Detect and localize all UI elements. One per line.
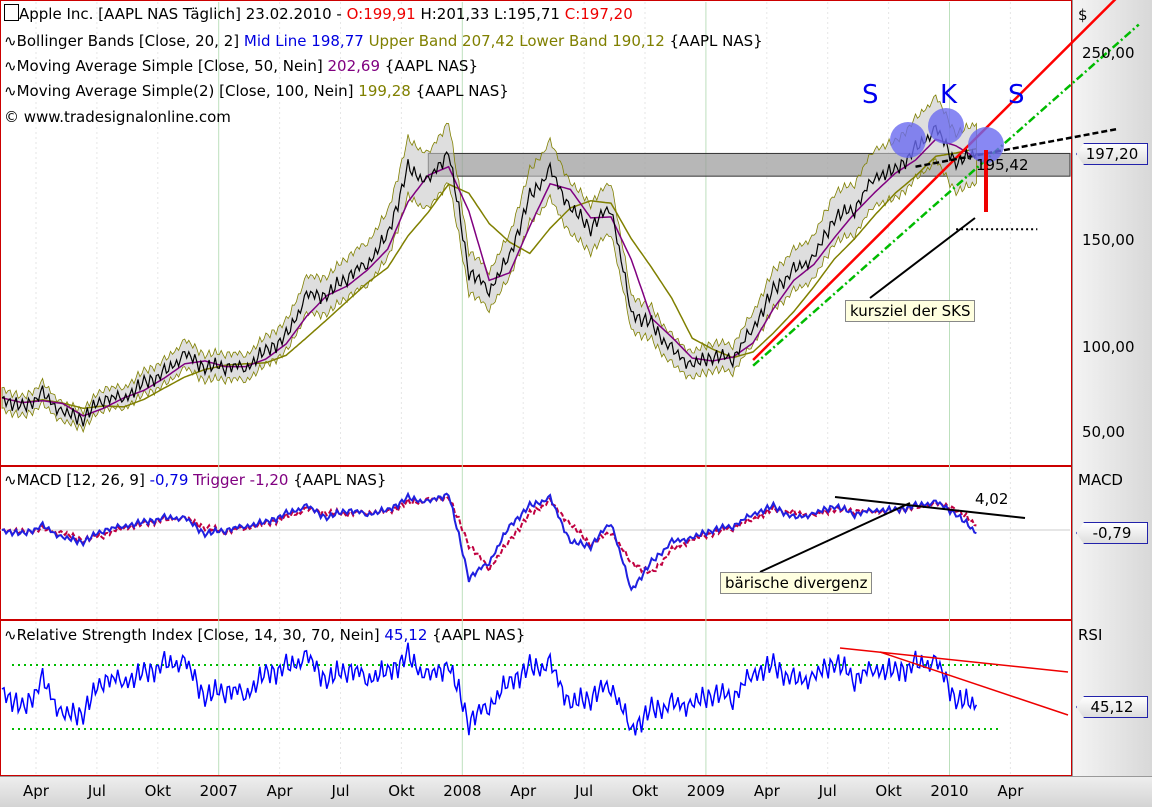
x-tick-label: 2007 bbox=[199, 782, 238, 800]
x-tick-label: 2009 bbox=[686, 782, 725, 800]
currency-label: $ bbox=[1078, 6, 1088, 24]
tick-250: 250,00 bbox=[1082, 44, 1135, 62]
tick-100: 100,00 bbox=[1082, 338, 1135, 356]
ma100-legend[interactable]: ∿Moving Average Simple(2) [Close, 100, N… bbox=[4, 82, 509, 100]
x-tick-label: Okt bbox=[144, 782, 171, 800]
x-tick-label: Jul bbox=[818, 782, 837, 800]
x-tick-label: Okt bbox=[875, 782, 902, 800]
price-line bbox=[1, 124, 977, 427]
rsi-pane bbox=[0, 620, 1072, 776]
rsi-tag: 45,12 bbox=[1076, 696, 1148, 718]
x-tick-label: Apr bbox=[510, 782, 537, 800]
bb-legend[interactable]: ∿Bollinger Bands [Close, 20, 2] Mid Line… bbox=[4, 32, 763, 50]
macd-legend[interactable]: ∿MACD [12, 26, 9] -0,79 Trigger -1,20 {A… bbox=[4, 471, 387, 489]
shoulder-right-label: S bbox=[1008, 80, 1025, 110]
target-pointer-arrow bbox=[869, 217, 976, 299]
price-pane bbox=[0, 0, 1072, 466]
macd-divergence-line bbox=[834, 496, 1026, 519]
macd-value-label: 4,02 bbox=[975, 490, 1009, 508]
macd-tag: -0,79 bbox=[1076, 522, 1148, 544]
divergence-label: bärische divergenz bbox=[720, 572, 873, 594]
channel-line bbox=[752, 23, 1140, 367]
divergence-arrow bbox=[759, 502, 911, 573]
sks-shoulder-marker bbox=[928, 108, 964, 144]
rsi-axis-title[interactable]: RSI bbox=[1078, 626, 1103, 644]
support-line bbox=[752, 0, 1117, 361]
head-label: K bbox=[940, 80, 958, 110]
copyright: © www.tradesignalonline.com bbox=[4, 108, 231, 126]
x-tick-label: Jul bbox=[331, 782, 350, 800]
x-tick-label: Jul bbox=[575, 782, 594, 800]
tick-150: 150,00 bbox=[1082, 231, 1135, 249]
x-tick-label: Apr bbox=[753, 782, 780, 800]
x-tick-label: 2010 bbox=[930, 782, 969, 800]
legend-icon[interactable] bbox=[4, 4, 19, 21]
ma100-line bbox=[1, 147, 977, 410]
shoulder-left-label: S bbox=[862, 80, 879, 110]
time-axis[interactable] bbox=[0, 776, 1152, 807]
x-tick-label: Okt bbox=[388, 782, 415, 800]
macd-pane bbox=[0, 466, 1072, 620]
ma50-legend[interactable]: ∿Moving Average Simple [Close, 50, Nein]… bbox=[4, 57, 478, 75]
price-axis[interactable] bbox=[1072, 0, 1152, 466]
rsi-legend[interactable]: ∿Relative Strength Index [Close, 14, 30,… bbox=[4, 626, 526, 644]
rsi-trendline bbox=[879, 651, 1069, 716]
sks-shoulder-marker bbox=[890, 122, 926, 158]
x-tick-label: Apr bbox=[997, 782, 1024, 800]
rsi-trendline bbox=[839, 647, 1069, 673]
macd-line bbox=[1, 491, 977, 592]
neckline-line bbox=[915, 127, 1119, 168]
macd-axis-title[interactable]: MACD bbox=[1078, 471, 1123, 489]
x-tick-label: Okt bbox=[631, 782, 659, 800]
ma50-line bbox=[1, 138, 977, 417]
target-label: kursziel der SKS bbox=[845, 300, 976, 322]
price-legend: Apple Inc. [AAPL NAS Täglich] 23.02.2010… bbox=[4, 4, 633, 25]
sks-shoulder-marker bbox=[968, 127, 1004, 163]
x-tick-label: Apr bbox=[23, 782, 49, 800]
price-tag: 197,20 bbox=[1076, 143, 1148, 165]
x-tick-label: Apr bbox=[266, 782, 293, 800]
rsi-line bbox=[1, 642, 978, 736]
x-tick-label: Jul bbox=[87, 782, 106, 800]
tick-50: 50,00 bbox=[1082, 423, 1125, 441]
x-tick-label: 2008 bbox=[443, 782, 482, 800]
neckline-value: 195,42 bbox=[976, 156, 1029, 174]
